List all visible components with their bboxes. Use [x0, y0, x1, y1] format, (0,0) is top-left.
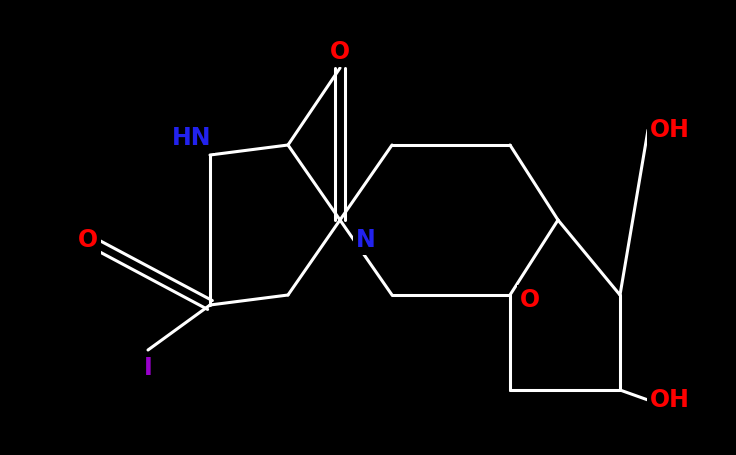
- Text: HN: HN: [172, 126, 212, 150]
- Text: O: O: [330, 40, 350, 64]
- Text: OH: OH: [650, 118, 690, 142]
- Text: N: N: [356, 228, 376, 252]
- Text: I: I: [144, 356, 152, 380]
- Text: O: O: [78, 228, 98, 252]
- Text: O: O: [520, 288, 540, 312]
- Text: OH: OH: [650, 388, 690, 412]
